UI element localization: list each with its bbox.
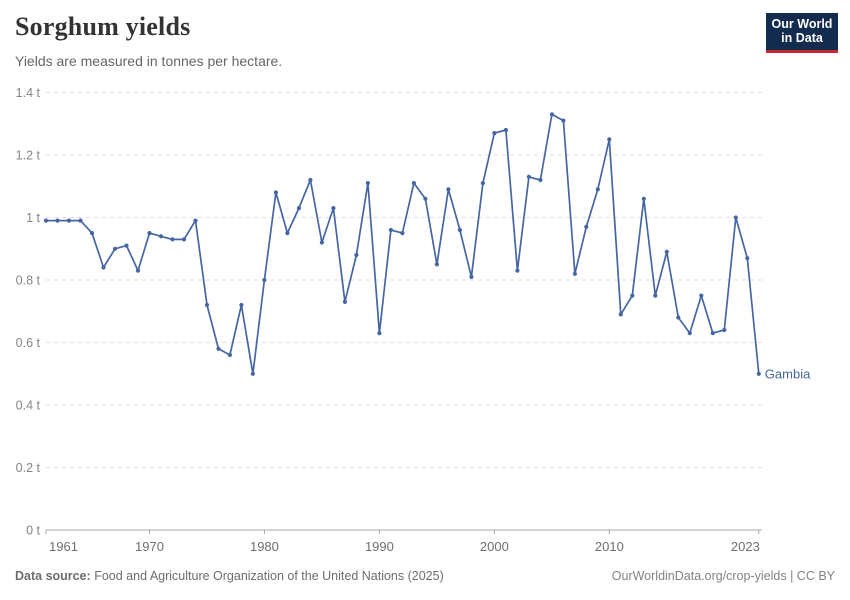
data-point[interactable] [147, 231, 152, 236]
data-point[interactable] [193, 218, 198, 223]
data-point[interactable] [699, 293, 704, 298]
page-title: Sorghum yields [15, 12, 191, 41]
data-point[interactable] [457, 227, 462, 233]
owid-logo-line2: in Data [781, 31, 823, 46]
data-point[interactable] [239, 302, 244, 308]
y-axis-labels: 0 t 0.2 t 0.4 t 0.6 t 0.8 t 1 t 1.2 t 1.4 t [16, 86, 41, 538]
data-point[interactable] [733, 215, 738, 220]
data-point[interactable] [250, 371, 255, 376]
chart-subtitle: Yields are measured in tonnes per hectar… [15, 53, 283, 69]
data-point[interactable] [664, 249, 669, 254]
x-tick-label: 2000 [480, 539, 509, 554]
data-point[interactable] [722, 327, 727, 333]
footer-license-link[interactable]: OurWorldinData.org/crop-yields | CC BY [611, 569, 835, 583]
data-point[interactable] [618, 312, 623, 317]
data-point[interactable] [262, 277, 267, 283]
y-tick-label: 1 t [26, 211, 40, 225]
y-tick-label: 0.8 t [16, 274, 41, 288]
x-tick-label: 1961 [49, 539, 78, 554]
data-point[interactable] [89, 231, 95, 236]
data-point[interactable] [503, 127, 508, 133]
data-point[interactable] [526, 174, 532, 179]
x-axis: 1961 1970 1980 1990 2000 2010 2023 [45, 529, 762, 554]
y-tick-label: 0.2 t [16, 461, 41, 475]
data-point[interactable] [480, 181, 485, 186]
data-point[interactable] [181, 237, 187, 242]
x-tick-label: 2010 [595, 539, 624, 554]
owid-logo-line1: Our World [771, 17, 833, 31]
data-point[interactable] [124, 243, 129, 248]
y-tick-label: 0 t [26, 524, 40, 538]
data-point[interactable] [55, 218, 60, 223]
gridlines [46, 92, 762, 468]
data-point[interactable] [400, 231, 405, 236]
data-point[interactable] [653, 293, 658, 298]
data-point[interactable] [112, 246, 118, 251]
owid-logo[interactable]: Our World in Data [766, 13, 838, 53]
data-point[interactable] [216, 346, 221, 351]
data-point[interactable] [170, 237, 175, 242]
data-point[interactable] [641, 196, 646, 201]
chart-footer: Data source: Food and Agriculture Organi… [15, 569, 835, 583]
x-tick-label: 1980 [250, 539, 279, 554]
data-point[interactable] [710, 331, 715, 336]
data-point[interactable] [158, 234, 164, 239]
data-point[interactable] [342, 299, 347, 304]
data-point[interactable] [595, 187, 600, 192]
y-tick-label: 1.4 t [16, 86, 41, 100]
data-point[interactable] [515, 268, 520, 273]
data-point[interactable] [423, 196, 428, 201]
data-source-label: Data source: [15, 569, 91, 583]
data-point[interactable] [411, 181, 416, 186]
x-tick-label: 1990 [365, 539, 394, 554]
data-point[interactable] [354, 252, 359, 258]
data-point[interactable] [204, 302, 210, 308]
data-point[interactable] [434, 262, 439, 267]
data-source-text: Food and Agriculture Organization of the… [94, 569, 444, 583]
data-point[interactable] [584, 224, 589, 229]
data-point[interactable] [687, 331, 692, 336]
data-point[interactable] [388, 227, 393, 233]
data-point[interactable] [538, 177, 543, 183]
data-point[interactable] [66, 218, 72, 223]
data-point[interactable] [135, 268, 141, 273]
data-point[interactable] [745, 256, 750, 261]
data-point[interactable] [331, 206, 336, 211]
data-point[interactable] [549, 112, 555, 117]
data-point[interactable] [377, 331, 382, 336]
x-tick-label: 1970 [135, 539, 164, 554]
series-gambia: Gambia [43, 112, 811, 381]
data-point[interactable] [227, 352, 232, 358]
y-tick-label: 0.6 t [16, 336, 41, 350]
series-end-label[interactable]: Gambia [765, 366, 811, 381]
data-point[interactable] [446, 187, 451, 192]
data-point[interactable] [78, 218, 83, 223]
data-source-note: Data source: Food and Agriculture Organi… [15, 569, 444, 583]
data-point[interactable] [43, 218, 49, 223]
data-point[interactable] [365, 181, 370, 186]
x-tick-label: 2023 [731, 539, 760, 554]
data-point[interactable] [308, 177, 313, 183]
y-tick-label: 0.4 t [16, 399, 41, 413]
data-point[interactable] [572, 271, 578, 276]
data-point[interactable] [101, 265, 106, 270]
data-point[interactable] [296, 206, 301, 211]
data-point[interactable] [676, 315, 681, 320]
data-point[interactable] [630, 293, 635, 298]
data-point[interactable] [561, 118, 566, 123]
y-tick-label: 1.2 t [16, 149, 41, 163]
data-point[interactable] [273, 190, 278, 195]
data-point[interactable] [756, 371, 761, 376]
data-point[interactable] [607, 137, 612, 142]
data-point[interactable] [319, 240, 324, 245]
data-line[interactable] [45, 113, 760, 375]
data-point[interactable] [285, 231, 290, 236]
data-point[interactable] [492, 131, 497, 136]
data-point[interactable] [469, 274, 474, 279]
